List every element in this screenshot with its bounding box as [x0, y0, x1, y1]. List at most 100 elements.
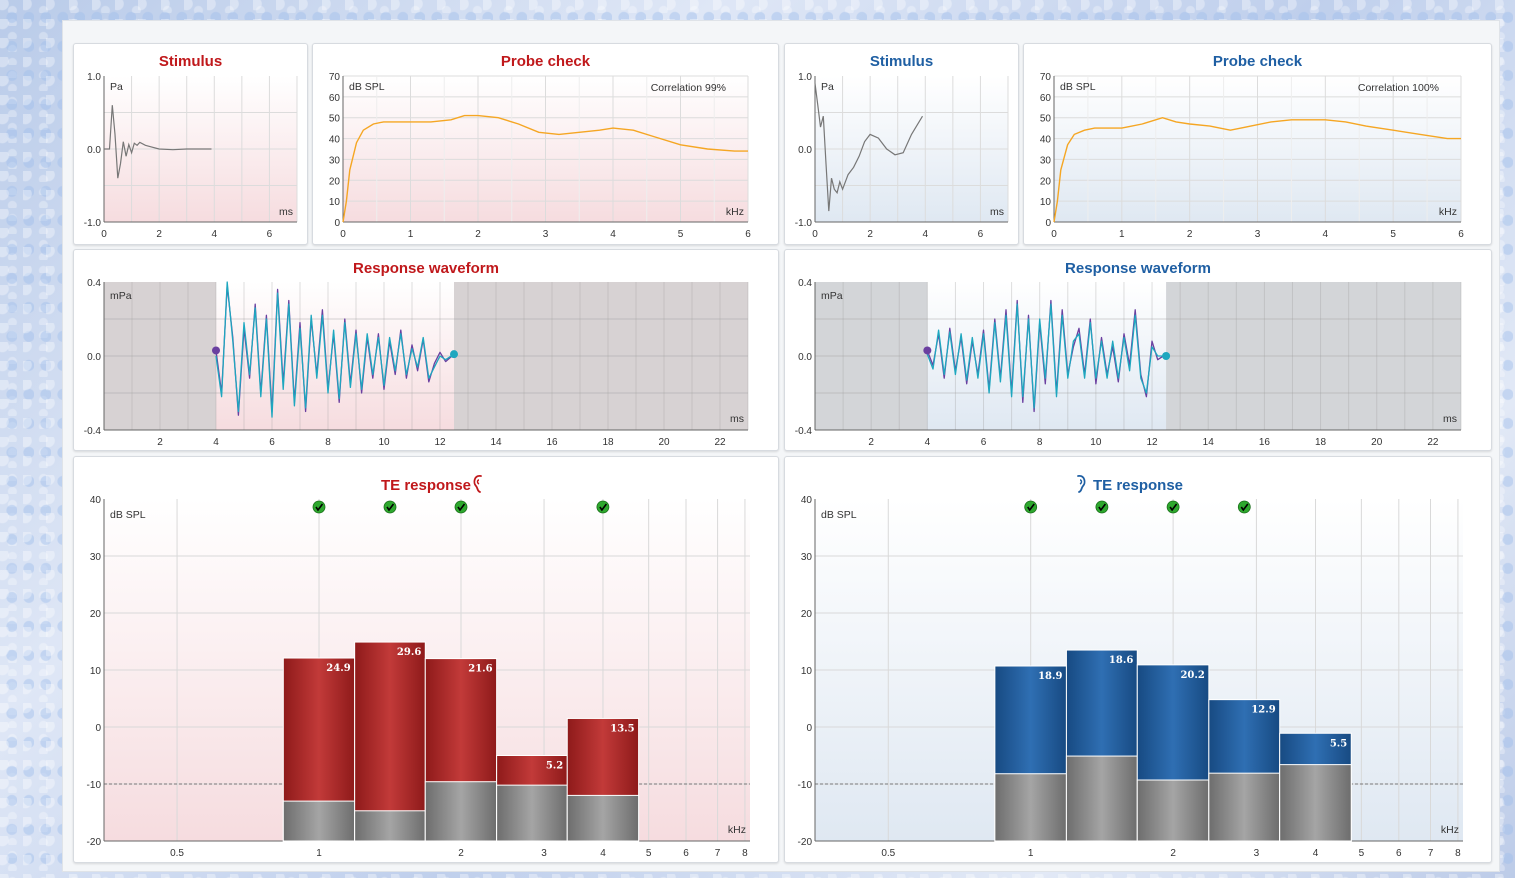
y-unit-label: dB SPL — [349, 81, 385, 93]
pass-check-mark — [315, 503, 324, 512]
x-tick-label: 3 — [1254, 848, 1260, 859]
noise-bar — [1065, 755, 1138, 842]
y-tick-label: 0 — [1045, 218, 1051, 229]
x-tick-label: 6 — [269, 437, 275, 448]
snr-label: 29.6 — [397, 647, 421, 658]
noise-bar — [1279, 764, 1352, 842]
x-tick-label: 6 — [1396, 848, 1402, 859]
waveform-a — [926, 299, 1167, 413]
correlation-label: Correlation 100% — [1358, 82, 1439, 94]
y-unit-label: dB SPL — [110, 509, 146, 521]
pass-check-mark — [457, 503, 466, 512]
noise-bar — [354, 810, 426, 842]
window-start-marker — [212, 346, 220, 355]
x-tick-label: 6 — [745, 229, 751, 240]
y-tick-label: -20 — [87, 837, 102, 848]
pass-check-mark — [386, 503, 395, 512]
pass-check-circle — [596, 500, 610, 514]
chart-title: TE response — [1093, 477, 1183, 494]
x-tick-label: 4 — [213, 437, 219, 448]
y-tick-label: -0.4 — [84, 426, 102, 437]
y-unit-label: Pa — [821, 81, 834, 93]
x-tick-label: 0 — [340, 229, 346, 240]
x-tick-label: 0 — [812, 229, 818, 240]
pass-check-icon — [1237, 500, 1251, 514]
y-tick-label: 30 — [1040, 155, 1052, 166]
snr-label: 20.2 — [1180, 670, 1204, 681]
noise-bar — [282, 800, 356, 842]
x-unit-label: ms — [990, 206, 1004, 218]
chart-title: Probe check — [1213, 53, 1303, 70]
snr-label: 5.2 — [546, 761, 563, 772]
left-ear-icon — [473, 475, 482, 493]
correlation-label: Correlation 99% — [651, 82, 726, 94]
x-tick-label: 0.5 — [170, 848, 184, 859]
report-sheet: Stimulus Pa ms 0 2 4 6 1.0 0.0 -1.0 Probe check dB… — [62, 20, 1500, 872]
chart-title: Stimulus — [870, 53, 933, 70]
noise-bar — [566, 794, 640, 842]
y-unit-label: mPa — [110, 290, 132, 302]
x-tick-label: 14 — [1203, 437, 1215, 448]
chart-title: TE response — [381, 477, 471, 494]
y-tick-label: 20 — [1040, 176, 1052, 187]
chart-title: Probe check — [501, 53, 591, 70]
snr-label: 18.6 — [1109, 655, 1133, 666]
x-tick-label: 5 — [1390, 229, 1396, 240]
x-tick-label: 1 — [408, 229, 414, 240]
y-unit-label: dB SPL — [1060, 81, 1096, 93]
waveform-b — [926, 303, 1167, 409]
x-tick-label: 3 — [541, 848, 547, 859]
x-unit-label: kHz — [1439, 206, 1457, 218]
x-tick-label: 7 — [1428, 848, 1434, 859]
x-tick-label: 4 — [1323, 229, 1329, 240]
ear-inner — [1079, 479, 1083, 485]
x-tick-label: 6 — [981, 437, 987, 448]
x-tick-label: 10 — [1090, 437, 1102, 448]
pass-check-mark — [599, 503, 608, 512]
probe-curve — [342, 114, 748, 223]
y-tick-label: 10 — [90, 666, 102, 677]
x-tick-label: 8 — [742, 848, 748, 859]
x-tick-label: 6 — [978, 229, 984, 240]
y-tick-label: 20 — [90, 609, 102, 620]
snr-label: 18.9 — [1038, 671, 1062, 682]
y-unit-label: Pa — [110, 81, 123, 93]
y-tick-label: 70 — [1040, 72, 1052, 83]
noise-bar — [1208, 772, 1281, 842]
pass-check-icon — [1166, 500, 1180, 514]
y-tick-label: -10 — [798, 780, 813, 791]
y-tick-label: 30 — [801, 552, 813, 563]
pass-check-circle — [1166, 500, 1180, 514]
probe-check-right-panel: Probe check dB SPL kHz Correlation 100% 0 1 2 3… — [1023, 43, 1492, 245]
pass-check-circle — [1237, 500, 1251, 514]
response-waveform-right-panel: Response waveform mPa ms 2 4 6 8 10 12 14 16 18 20 22… — [784, 249, 1492, 451]
y-tick-label: 10 — [1040, 197, 1052, 208]
y-tick-label: 10 — [329, 197, 341, 208]
x-tick-label: 0.5 — [881, 848, 895, 859]
y-tick-label: 30 — [329, 155, 341, 166]
response-bar — [354, 641, 426, 842]
snr-label: 12.9 — [1251, 705, 1275, 716]
x-tick-label: 4 — [610, 229, 616, 240]
pass-check-icon — [312, 500, 326, 514]
y-tick-label: 0.4 — [87, 278, 101, 289]
y-tick-label: 60 — [1040, 93, 1052, 104]
stimulus-left-panel: Stimulus Pa ms 0 2 4 6 1.0 0.0 -1.0 — [73, 43, 308, 245]
y-tick-label: 1.0 — [87, 72, 101, 83]
stimulus-curve — [104, 105, 212, 179]
x-tick-label: 18 — [1315, 437, 1327, 448]
window-end-marker — [450, 350, 458, 359]
window-start-marker — [923, 346, 932, 355]
stimulus-right-panel: Stimulus Pa ms 0 2 4 6 1.0 0.0 -1.0 — [784, 43, 1019, 245]
y-unit-label: mPa — [821, 290, 843, 302]
pass-check-icon — [596, 500, 610, 514]
pass-check-mark — [1169, 503, 1178, 512]
x-tick-label: 8 — [1455, 848, 1461, 859]
y-tick-label: 40 — [1040, 135, 1052, 146]
pass-check-icon — [454, 500, 468, 514]
x-tick-label: 18 — [602, 437, 614, 448]
chart-title: Stimulus — [159, 53, 222, 70]
probe-check-right-chart: Probe check dB SPL kHz Correlation 100% 0 1 2 3… — [1040, 53, 1464, 240]
probe-curve — [1053, 116, 1461, 223]
pass-check-circle — [312, 500, 326, 514]
